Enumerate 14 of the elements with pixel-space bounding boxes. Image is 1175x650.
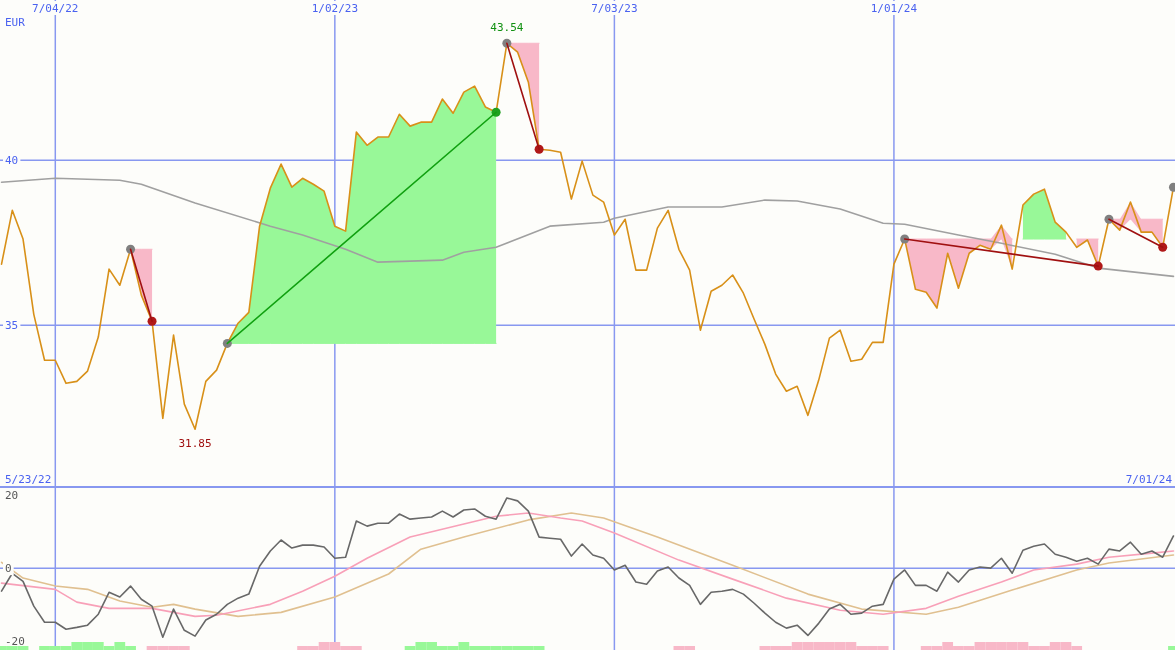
y-tick-label: 0 [5, 561, 12, 575]
x-tick-label: 7/04/22 [32, 1, 79, 15]
annotation: 7/01/24 [1125, 473, 1173, 486]
annotation: 43.54 [490, 21, 524, 35]
x-tick-label: 7/03/23 [591, 1, 638, 15]
x-tick-label: 1/02/23 [311, 1, 359, 15]
annotation: 31.85 [178, 437, 212, 451]
y-tick-label: 20 [5, 488, 19, 502]
annotation: 5/23/22 [5, 473, 52, 486]
y-tick-label: 40 [5, 153, 19, 167]
y-axis-title: EUR [5, 16, 26, 29]
y-tick-label: 35 [5, 318, 19, 332]
x-tick-label: 1/01/24 [870, 1, 918, 15]
y-tick-label: -20 [5, 634, 25, 648]
